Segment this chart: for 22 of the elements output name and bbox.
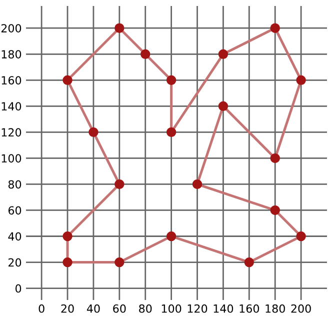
x-tick-label: 200 xyxy=(291,304,311,313)
y-tick-label: 100 xyxy=(2,154,22,163)
y-tick-label: 0 xyxy=(15,284,22,293)
x-tick-label: 140 xyxy=(214,304,234,313)
y-tick-label: 160 xyxy=(2,76,22,85)
x-tick-label: 120 xyxy=(188,304,208,313)
x-tick-label: 0 xyxy=(38,304,44,313)
y-tick-label: 60 xyxy=(8,206,22,215)
y-tick-label: 20 xyxy=(8,258,22,267)
y-tick-label: 40 xyxy=(8,232,22,241)
y-tick-label: 140 xyxy=(2,102,22,111)
y-tick-label: 180 xyxy=(2,50,22,59)
x-tick-label: 160 xyxy=(240,304,260,313)
x-tick-label: 180 xyxy=(266,304,285,313)
x-tick-label: 20 xyxy=(61,304,74,313)
x-tick-label: 60 xyxy=(113,304,126,313)
x-tick-label: 40 xyxy=(86,304,100,313)
x-tick-label: 100 xyxy=(162,304,182,313)
y-tick-label: 80 xyxy=(8,180,22,189)
y-tick-label: 200 xyxy=(1,24,22,32)
y-tick-label: 120 xyxy=(2,128,22,137)
x-tick-label: 80 xyxy=(139,304,152,313)
